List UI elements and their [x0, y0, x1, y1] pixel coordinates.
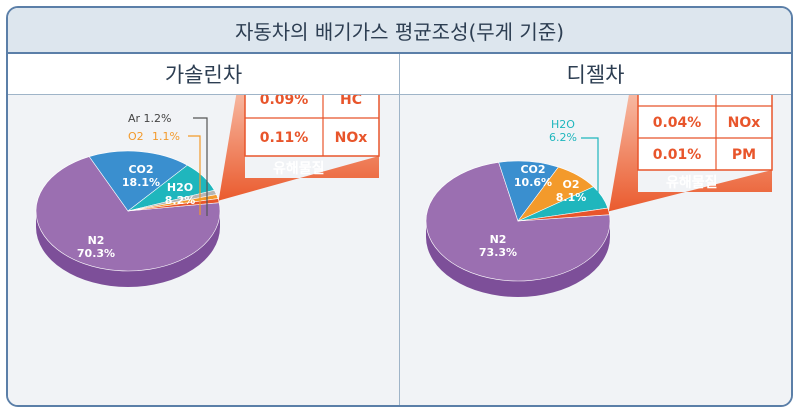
harmful-label: 유해물질	[273, 161, 325, 177]
callout-value-ar: Ar 1.2%	[128, 112, 172, 125]
callout-value-o2: 1.1%	[152, 130, 180, 143]
slice-label-n2: N2	[88, 234, 105, 247]
harmful-callout-fan	[218, 95, 379, 201]
harmful-name: HC	[340, 95, 362, 108]
harmful-name: NOx	[335, 130, 368, 146]
harmful-value: 0.02%	[653, 95, 702, 99]
harmful-name: HC	[733, 95, 755, 99]
slice-label-co2: CO2	[128, 163, 153, 176]
callout-value-h2o: 6.2%	[549, 131, 577, 144]
slice-harmful	[517, 207, 610, 222]
slice-label-co2: CO2	[520, 163, 545, 176]
callout-label-o2: O2	[128, 130, 144, 143]
harmful-callout-fan	[608, 95, 772, 212]
slice-value-n2: 73.3%	[479, 246, 517, 259]
slice-value-h2o: 8.2%	[165, 194, 196, 207]
harmful-value: 0.09%	[260, 95, 309, 108]
callout-line-ar	[193, 117, 208, 216]
slice-value-co2: 10.6%	[514, 176, 552, 189]
slice-harmful	[127, 198, 220, 212]
harmful-table	[637, 95, 773, 171]
harmful-value: 0.01%	[653, 147, 702, 163]
gasoline-pie-chart: 0.9%CO0.09%HC0.11%NOx유해물질N270.3%CO218.1%…	[35, 95, 380, 287]
harmful-table	[244, 95, 380, 157]
harmful-name: NOx	[728, 115, 761, 131]
slice-label-h2o: H2O	[167, 181, 193, 194]
figure-title: 자동차의 배기가스 평균조성(무게 기준)	[8, 8, 791, 54]
slice-value-n2: 70.3%	[77, 247, 115, 260]
slice-side-n2	[426, 221, 610, 297]
diesel-panel: 1.73%CO0.02%HC0.04%NOx0.01%PM유해물질N273.3%…	[400, 95, 791, 405]
callout-label-h2o: H2O	[551, 118, 575, 131]
callout-line-h2o	[581, 137, 599, 206]
slice-label-n2: N2	[490, 233, 507, 246]
slice-value-o2: 8.1%	[556, 191, 587, 204]
slice-n2	[425, 162, 611, 282]
slice-label-o2: O2	[562, 178, 579, 191]
gasoline-panel-title: 가솔린차	[8, 54, 400, 95]
harmful-value: 0.11%	[260, 130, 309, 146]
slice-n2	[35, 156, 221, 272]
exhaust-composition-figure: 자동차의 배기가스 평균조성(무게 기준) 가솔린차 디젤차 0.9%CO0.0…	[6, 6, 793, 407]
callout-line-o2	[188, 135, 201, 215]
slice-value-co2: 18.1%	[122, 176, 160, 189]
harmful-name: PM	[732, 147, 756, 163]
slice-co2	[88, 150, 188, 212]
harmful-value: 0.04%	[653, 115, 702, 131]
harmful-label: 유해물질	[666, 175, 718, 191]
diesel-panel-title: 디젤차	[400, 54, 791, 95]
gasoline-panel: 0.9%CO0.09%HC0.11%NOx유해물질N270.3%CO218.1%…	[8, 95, 400, 405]
slice-side-n2	[36, 211, 220, 287]
diesel-pie-chart: 1.73%CO0.02%HC0.04%NOx0.01%PM유해물질N273.3%…	[425, 95, 773, 297]
